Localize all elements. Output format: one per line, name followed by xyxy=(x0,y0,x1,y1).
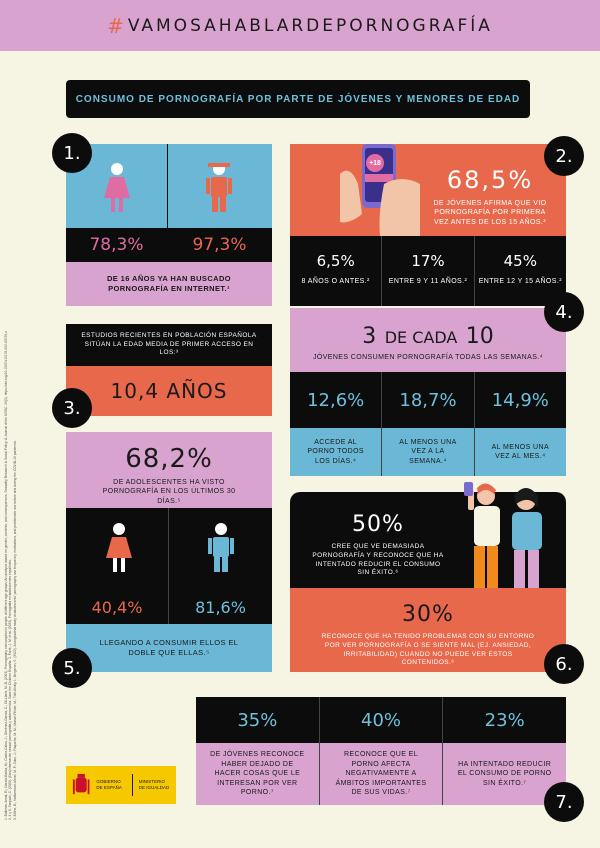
coat-of-arms-icon xyxy=(72,773,90,795)
card-4-big2: 10 xyxy=(465,324,494,349)
stat-label: AL MENOS UNA VEZ AL MES.⁴ xyxy=(491,443,550,460)
reference-3: 5. Bőthe, B.; Vaillancourt-Morel, M. P.;… xyxy=(12,439,17,820)
logo-left-text: GOBIERNO DE ESPAÑA xyxy=(96,779,122,790)
card-7-number: 7. xyxy=(544,782,584,822)
stat-value: 35% xyxy=(237,709,278,731)
card-5-sub: DE ADOLESCENTES HA VISTO PORNOGRAFÍA EN … xyxy=(102,479,236,505)
stat-12-15: 45% ENTRE 12 Y 15 AÑOS.² xyxy=(475,236,566,306)
card-4-mid: DE CADA xyxy=(384,328,458,347)
card-1-number: 1. xyxy=(52,133,92,173)
card-3: ESTUDIOS RECIENTES EN POBLACIÓN ESPAÑOLA… xyxy=(66,324,272,416)
stat-label: HA INTENTADO REDUCIR EL CONSUMO DE PORNO… xyxy=(457,760,552,787)
card-4-sub: JÓVENES CONSUMEN PORNOGRAFÍA TODAS LAS S… xyxy=(312,354,544,361)
stat-value: 45% xyxy=(503,252,537,270)
stat-value: 23% xyxy=(484,709,525,731)
card-5-number: 5. xyxy=(52,648,92,688)
stat-stopped-interests: 35% DE JÓVENES RECONOCE HABER DEJADO DE … xyxy=(196,697,320,805)
pct-boys: 97,3% xyxy=(192,235,247,255)
card-6: 50% CREE QUE VE DEMASIADA PORNOGRAFÍA Y … xyxy=(290,482,566,672)
card-6-value-2: 30% xyxy=(402,602,454,627)
government-logo: GOBIERNO DE ESPAÑA MINISTERIO DE IGUALDA… xyxy=(66,766,176,804)
card-6-value-1: 50% xyxy=(352,512,404,537)
two-people-illustration xyxy=(464,482,542,594)
pct-boys: 81,6% xyxy=(195,597,246,617)
hashtag-text: VAMOSAHABLARDEPORNOGRAFÍA xyxy=(127,15,493,36)
stat-value: 6,5% xyxy=(316,252,355,270)
card-5: 68,2% DE ADOLESCENTES HA VISTO PORNOGRAF… xyxy=(66,432,272,672)
stat-label: ENTRE 9 Y 11 AÑOS.² xyxy=(388,278,468,285)
stat-value: 14,9% xyxy=(491,389,549,411)
stat-label: RECONOCE QUE EL PORNO AFECTA NEGATIVAMEN… xyxy=(335,751,427,797)
card-1-caption: DE 16 AÑOS YA HAN BUSCADO PORNOGRAFÍA EN… xyxy=(106,273,232,293)
stat-monthly: 14,9% AL MENOS UNA VEZ AL MES.⁴ xyxy=(474,372,566,476)
card-4: 3 DE CADA 10 JÓVENES CONSUMEN PORNOGRAFÍ… xyxy=(290,308,566,476)
card-4-big: 3 xyxy=(362,324,377,349)
card-6-text-1: CREE QUE VE DEMASIADA PORNOGRAFÍA Y RECO… xyxy=(312,543,444,577)
boy-icon xyxy=(208,523,234,572)
girl-icon xyxy=(106,523,132,572)
stat-label: ENTRE 12 Y 15 AÑOS.² xyxy=(478,278,562,285)
card-6-text-2: RECONOCE QUE HA TENIDO PROBLEMAS CON SU … xyxy=(321,633,535,667)
stat-label: DE JÓVENES RECONOCE HABER DEJADO DE HACE… xyxy=(210,751,305,797)
hashtag-header: # VAMOSAHABLARDEPORNOGRAFÍA xyxy=(0,0,600,51)
card-1: 78,3% 97,3% DE 16 AÑOS YA HAN BUSCADO PO… xyxy=(66,144,272,306)
card-5-caption: LLEGANDO A CONSUMIR ELLOS EL DOBLE QUE E… xyxy=(99,637,239,657)
stat-label: ACCEDE AL PORNO TODOS LOS DÍAS.⁴ xyxy=(307,438,364,465)
card-5-headline: 68,2% xyxy=(125,444,213,474)
stat-negative-impact: 40% RECONOCE QUE EL PORNO AFECTA NEGATIV… xyxy=(319,697,444,805)
pct-girls: 40,4% xyxy=(91,597,143,617)
hashtag-symbol: # xyxy=(107,13,124,38)
card-6-number: 6. xyxy=(544,644,584,684)
card-2: +18 68,5% DE JÓVENES AFIRMA QUE VIO PORN… xyxy=(290,144,566,306)
logo-right-text: MINISTERIO DE IGUALDAD xyxy=(138,779,170,790)
boy-icon xyxy=(206,163,232,212)
stat-value: 12,6% xyxy=(307,389,365,411)
stat-value: 40% xyxy=(361,709,402,731)
stat-tried-reducing: 23% HA INTENTADO REDUCIR EL CONSUMO DE P… xyxy=(443,697,567,805)
card-3-text: ESTUDIOS RECIENTES EN POBLACIÓN ESPAÑOLA… xyxy=(81,331,257,357)
card-3-number: 3. xyxy=(52,388,92,428)
card-7: 35% DE JÓVENES RECONOCE HABER DEJADO DE … xyxy=(196,697,567,805)
age-badge: +18 xyxy=(366,154,384,172)
stat-under-8: 6,5% 8 AÑOS O ANTES.² xyxy=(290,236,383,306)
girl-icon xyxy=(104,163,130,212)
stat-label: AL MENOS UNA VEZ A LA SEMANA.⁴ xyxy=(399,438,457,465)
page-title: CONSUMO DE PORNOGRAFÍA POR PARTE DE JÓVE… xyxy=(66,80,530,118)
stat-label: 8 AÑOS O ANTES.² xyxy=(301,278,370,285)
stat-weekly: 18,7% AL MENOS UNA VEZ A LA SEMANA.⁴ xyxy=(382,372,475,476)
card-2-number: 2. xyxy=(544,136,584,176)
card-4-number: 4. xyxy=(544,292,584,332)
card-2-sub: DE JÓVENES AFIRMA QUE VIO PORNOGRAFÍA PO… xyxy=(433,200,547,226)
card-2-headline: 68,5% xyxy=(446,166,534,194)
pct-girls: 78,3% xyxy=(89,235,144,255)
stat-value: 17% xyxy=(411,252,445,270)
card-3-value: 10,4 AÑOS xyxy=(110,379,228,403)
stat-value: 18,7% xyxy=(399,389,457,411)
age-badge-text: +18 xyxy=(369,159,381,167)
references: 1. Ballester-Arnal, R.; García-Barba, M.… xyxy=(4,120,17,820)
stat-daily: 12,6% ACCEDE AL PORNO TODOS LOS DÍAS.⁴ xyxy=(290,372,383,476)
stat-9-11: 17% ENTRE 9 Y 11 AÑOS.² xyxy=(382,236,475,306)
